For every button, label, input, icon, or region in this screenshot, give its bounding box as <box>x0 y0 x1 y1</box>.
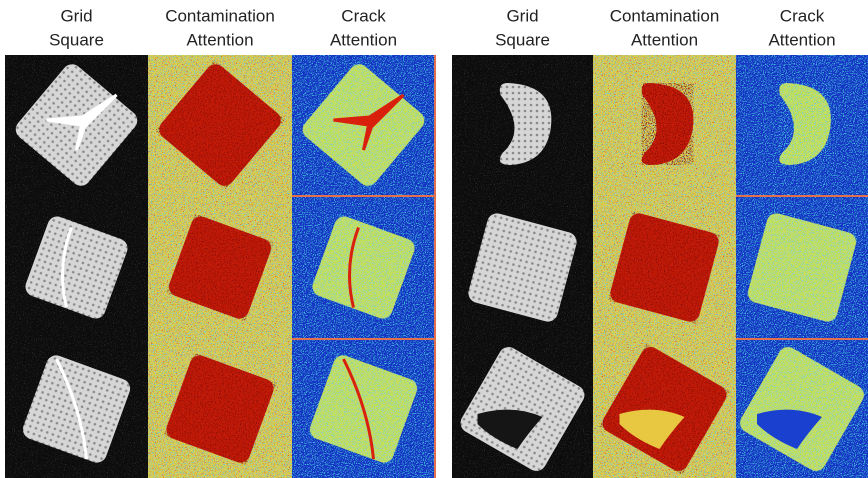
column-header: Attention <box>631 30 698 49</box>
column-header: Grid <box>60 6 92 25</box>
separator <box>434 55 436 478</box>
column-header: Crack <box>341 6 386 25</box>
separator <box>736 195 868 197</box>
column-header: Contamination <box>610 6 720 25</box>
column-header: Grid <box>506 6 538 25</box>
column-header: Attention <box>186 30 253 49</box>
column-header: Attention <box>768 30 835 49</box>
column-header: Contamination <box>165 6 275 25</box>
separator <box>292 195 435 197</box>
column-header: Square <box>495 30 550 49</box>
column-header: Attention <box>330 30 397 49</box>
column-header: Crack <box>780 6 825 25</box>
figure: Grid Square Contamination Attention Crack Att… <box>0 0 868 478</box>
column-header: Square <box>49 30 104 49</box>
separator <box>292 338 435 340</box>
separator <box>736 338 868 340</box>
